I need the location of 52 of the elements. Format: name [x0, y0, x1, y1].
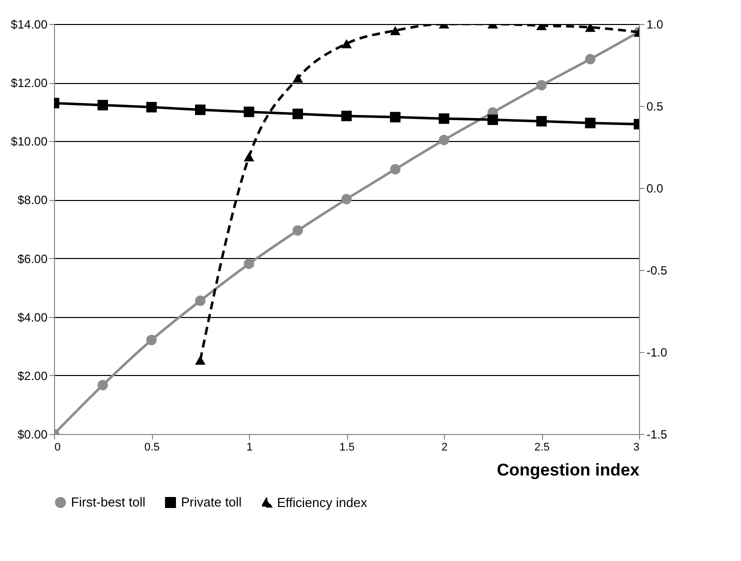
x-axis-title: Congestion index [496, 460, 640, 480]
point [390, 26, 400, 36]
y-tick-label: $14.00 [10, 18, 48, 32]
point [585, 54, 596, 64]
y-tick-label: $12.00 [10, 76, 48, 90]
y-tick-label: $6.00 [17, 252, 48, 266]
x-tick-label: 1.5 [339, 442, 355, 454]
y2-tick-label: -1.5 [646, 428, 668, 442]
point [341, 110, 352, 122]
point [438, 113, 450, 124]
y2-tick-label: 0.5 [646, 100, 664, 114]
point [146, 334, 157, 346]
point [341, 39, 352, 48]
point [98, 100, 108, 110]
x-tick-label: 0.5 [144, 442, 160, 454]
x-tick-label: 2.5 [534, 442, 550, 454]
point [390, 112, 400, 122]
point [146, 102, 157, 112]
point [244, 106, 254, 118]
y-tick-label: $2.00 [17, 368, 48, 383]
legend-label: Private toll [181, 494, 242, 510]
point [195, 356, 206, 365]
point [195, 296, 206, 306]
y2-tick-label: -1.0 [646, 346, 668, 360]
point [585, 24, 596, 32]
legend-label: Efficiency index [277, 494, 368, 510]
point [195, 104, 206, 116]
x-tick-label: 0 [54, 442, 61, 454]
point [244, 258, 254, 270]
point [98, 380, 108, 390]
point [292, 225, 303, 236]
legend-label: First-best toll [71, 494, 146, 510]
y2-tick-label: 0.0 [646, 182, 664, 196]
point [292, 74, 303, 83]
y2-tick-label: 1.0 [646, 18, 664, 32]
y-tick-label: $4.00 [17, 310, 48, 324]
point [488, 114, 498, 126]
x-tick-label: 1 [246, 442, 253, 454]
y-tick-label: $0.00 [17, 428, 48, 442]
point [390, 164, 400, 174]
point [536, 116, 547, 126]
point [536, 80, 547, 90]
y2-tick-label: -0.5 [646, 264, 668, 278]
y-tick-label: $8.00 [17, 193, 48, 208]
point [341, 194, 352, 204]
point [292, 108, 303, 120]
y-tick-label: $10.00 [10, 134, 48, 149]
point [438, 134, 450, 146]
point [244, 152, 254, 162]
x-tick-label: 3 [633, 442, 640, 454]
x-tick-label: 2 [441, 442, 448, 454]
point [585, 118, 596, 128]
